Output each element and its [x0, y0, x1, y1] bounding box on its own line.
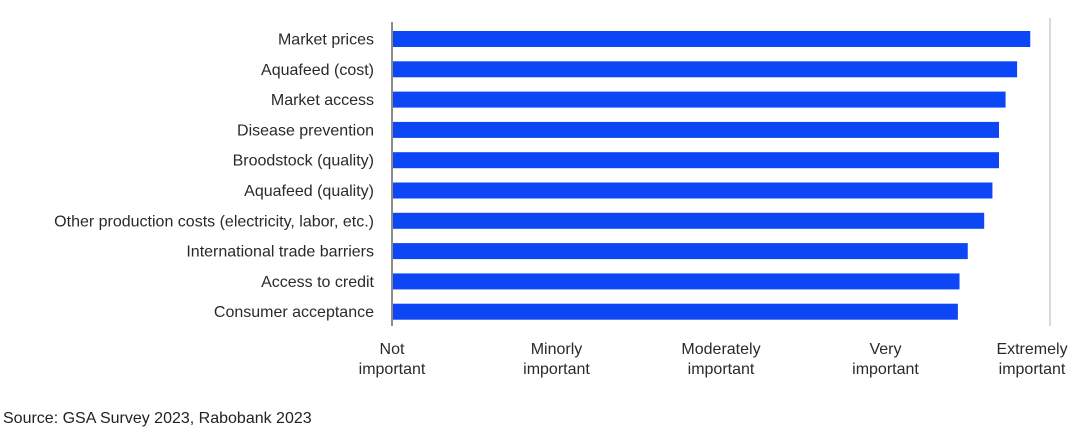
x-tick-labels: Not important Minorly important Moderately im… — [359, 341, 1068, 378]
category-label-6: Other production costs (electricity, lab… — [54, 213, 374, 230]
category-label-7: International trade barriers — [186, 244, 374, 261]
bar-2 — [392, 91, 1006, 108]
x-tick-label-4: Extremely important — [996, 341, 1067, 378]
bar-8 — [392, 273, 960, 290]
chart-bars — [392, 31, 1031, 320]
category-label-1: Aquafeed (cost) — [261, 62, 374, 79]
category-label-4: Broodstock (quality) — [233, 153, 374, 170]
x-tick-label-3: Very important — [852, 341, 919, 378]
bar-1 — [392, 61, 1018, 78]
category-labels: Market prices Aquafeed (cost) Market acces… — [54, 32, 374, 322]
source-note: Source: GSA Survey 2023, Rabobank 2023 — [3, 410, 312, 427]
bar-6 — [392, 212, 985, 229]
x-tick-label-0: Not important — [359, 341, 426, 378]
bar-7 — [392, 243, 968, 260]
category-label-8: Access to credit — [261, 274, 374, 291]
bar-4 — [392, 152, 1000, 169]
bar-0 — [392, 31, 1031, 47]
x-tick-label-2: Moderately important — [681, 341, 760, 378]
category-label-2: Market access — [271, 92, 374, 109]
category-label-5: Aquafeed (quality) — [244, 183, 374, 200]
bar-9 — [392, 303, 958, 320]
category-label-9: Consumer acceptance — [214, 304, 374, 321]
category-label-0: Market prices — [278, 32, 374, 49]
bar-3 — [392, 121, 1000, 138]
bar-5 — [392, 182, 993, 199]
x-tick-label-1: Minorly important — [523, 341, 590, 378]
category-label-3: Disease prevention — [237, 122, 374, 139]
